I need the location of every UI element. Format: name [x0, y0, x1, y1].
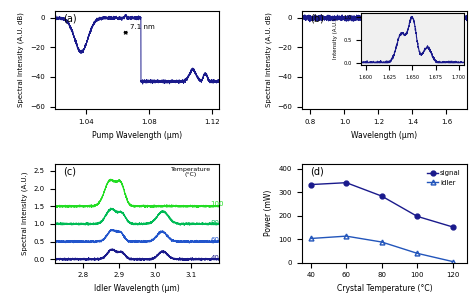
signal [344, 181, 349, 185]
Text: 7.1 nm: 7.1 nm [130, 24, 155, 30]
Text: 100: 100 [210, 201, 224, 207]
Y-axis label: Spectral Intensity (A.U. dB): Spectral Intensity (A.U. dB) [265, 13, 272, 108]
signal [379, 194, 384, 198]
signal [308, 183, 314, 186]
Y-axis label: Power (mW): Power (mW) [264, 190, 273, 236]
idler [344, 234, 349, 238]
Text: Temperature
(°C): Temperature (°C) [171, 167, 211, 178]
Text: (c): (c) [63, 167, 76, 177]
Line: signal: signal [309, 180, 455, 230]
idler [450, 260, 456, 263]
Text: 80: 80 [210, 220, 219, 226]
Text: (b): (b) [310, 14, 324, 24]
Text: 40: 40 [210, 255, 219, 261]
X-axis label: Wavelength (μm): Wavelength (μm) [351, 131, 418, 140]
X-axis label: Idler Wavelength (μm): Idler Wavelength (μm) [94, 284, 180, 293]
Line: idler: idler [309, 234, 455, 264]
Text: (d): (d) [310, 167, 324, 177]
Text: (a): (a) [63, 14, 76, 24]
signal [450, 225, 456, 229]
Y-axis label: Spectral Intensity (A.U.): Spectral Intensity (A.U.) [21, 172, 28, 255]
Y-axis label: Spectral Intensity (A.U. dB): Spectral Intensity (A.U. dB) [18, 13, 24, 108]
idler [414, 252, 420, 255]
Legend: signal, idler: signal, idler [425, 167, 464, 188]
X-axis label: Crystal Temperature (°C): Crystal Temperature (°C) [337, 284, 432, 293]
idler [379, 240, 384, 244]
idler [308, 237, 314, 240]
X-axis label: Pump Wavelength (μm): Pump Wavelength (μm) [92, 131, 182, 140]
signal [414, 214, 420, 218]
Text: 60: 60 [210, 237, 219, 243]
